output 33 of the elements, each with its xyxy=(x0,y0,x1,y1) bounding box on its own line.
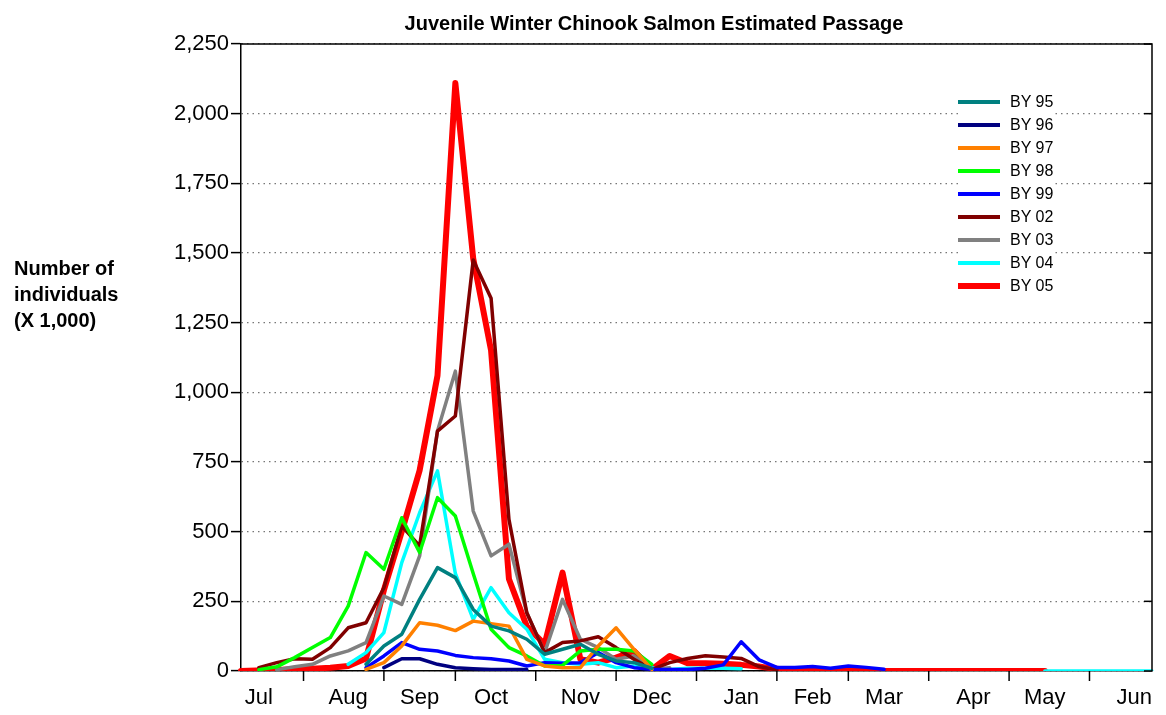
x-tick-label: Aug xyxy=(328,684,368,710)
legend-label: BY 97 xyxy=(1010,138,1054,157)
y-tick-label: 0 xyxy=(216,657,229,683)
legend-label: BY 96 xyxy=(1010,115,1054,134)
legend-label: BY 95 xyxy=(1010,92,1054,111)
y-tick-label: 1,500 xyxy=(173,239,229,265)
y-tick-label: 500 xyxy=(192,517,229,543)
x-tick-label: Jul xyxy=(244,684,273,710)
x-tick-label: Nov xyxy=(560,684,600,710)
x-tick-label: Mar xyxy=(865,684,903,710)
y-axis-title: Number of individuals (X 1,000) xyxy=(14,256,120,333)
x-tick-label: Apr xyxy=(956,684,991,710)
legend-label: BY 04 xyxy=(1010,253,1054,272)
legend-label: BY 98 xyxy=(1010,161,1054,180)
x-tick-label: Oct xyxy=(473,684,509,710)
x-tick-label: Jan xyxy=(723,684,759,710)
legend-label: BY 05 xyxy=(1010,276,1054,295)
y-tick-label: 2,250 xyxy=(173,30,229,56)
x-tick-label: Jun xyxy=(1116,684,1152,710)
y-tick-label: 250 xyxy=(192,587,229,613)
y-tick-label: 1,000 xyxy=(173,378,229,404)
x-tick-label: Dec xyxy=(632,684,672,710)
y-tick-label: 1,750 xyxy=(173,169,229,195)
x-tick-label: May xyxy=(1024,684,1066,710)
legend-label: BY 02 xyxy=(1010,207,1054,226)
y-tick-label: 1,250 xyxy=(173,308,229,334)
legend-label: BY 03 xyxy=(1010,230,1054,249)
chart-title: Juvenile Winter Chinook Salmon Estimated Passage xyxy=(404,11,904,34)
x-tick-label: Sep xyxy=(400,684,440,710)
x-tick-label: Feb xyxy=(793,684,832,710)
y-tick-label: 2,000 xyxy=(173,99,229,125)
y-tick-label: 750 xyxy=(192,448,229,474)
legend-label: BY 99 xyxy=(1010,184,1054,203)
